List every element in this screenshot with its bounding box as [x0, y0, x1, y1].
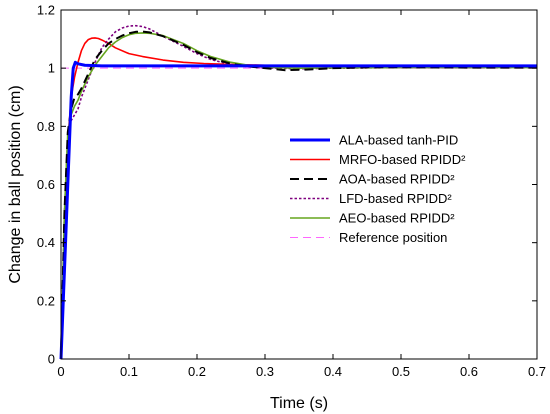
legend-label: AOA-based RPIDD²	[339, 172, 455, 187]
series-line-2	[60, 30, 537, 360]
x-tick-label: 0.5	[392, 364, 410, 379]
x-tick-label: 0	[57, 364, 64, 379]
x-tick-label: 0.3	[256, 364, 274, 379]
y-axis-label: Change in ball position (cm)	[7, 85, 24, 283]
x-tick-label: 0.1	[120, 364, 138, 379]
y-tick-label: 0.2	[37, 293, 55, 308]
x-tick-label: 0.2	[188, 364, 206, 379]
x-axis-label: Time (s)	[270, 395, 328, 412]
y-tick-label: 0.4	[37, 235, 55, 250]
legend-box	[285, 130, 475, 253]
y-tick-label: 0.6	[37, 177, 55, 192]
series-layer	[59, 24, 538, 360]
legend-label: LFD-based RPIDD²	[339, 191, 452, 206]
ticks-layer: 0 0.1 0.2 0.3 0.4 0.5 0.6 0.7 0 0.2 0.4 0.6 0.8 1 1.2	[37, 3, 546, 380]
legend-label: Reference position	[339, 230, 447, 245]
y-tick-label: 1	[48, 61, 55, 76]
y-tick-label: 0.8	[37, 119, 55, 134]
x-tick-label: 0.7	[528, 364, 546, 379]
series-line-0	[59, 60, 537, 360]
legend-label: ALA-based tanh-PID	[339, 133, 458, 148]
x-tick-label: 0.6	[460, 364, 478, 379]
legend-label: MRFO-based RPIDD²	[339, 152, 466, 167]
x-tick-label: 0.4	[324, 364, 342, 379]
legend: ALA-based tanh-PID MRFO-based RPIDD² AOA-b…	[285, 130, 475, 253]
y-tick-label: 1.2	[37, 3, 55, 18]
legend-label: AEO-based RPIDD²	[339, 211, 455, 226]
y-tick-label: 0	[48, 352, 55, 367]
legend-items: ALA-based tanh-PID MRFO-based RPIDD² AOA-b…	[290, 133, 466, 245]
series-line-4	[60, 32, 537, 360]
